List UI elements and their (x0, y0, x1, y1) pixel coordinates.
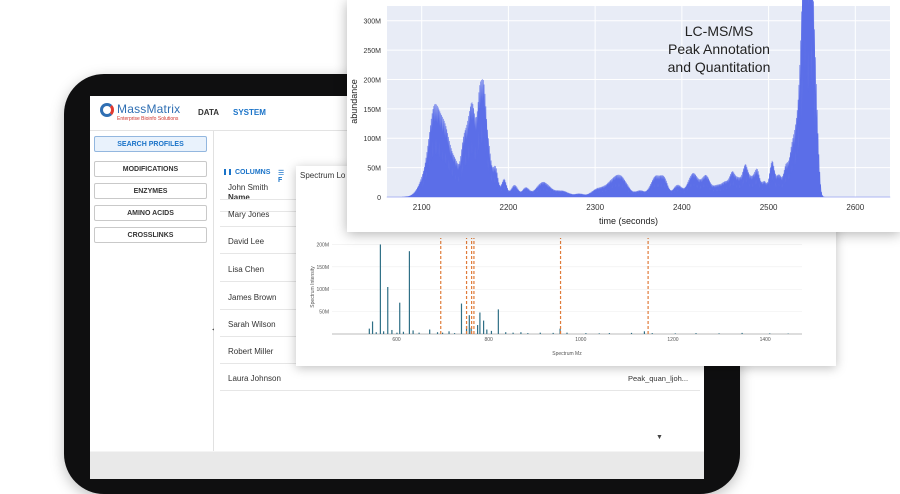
nav-data[interactable]: DATA (198, 108, 220, 117)
spectrum-x-label: Spectrum Mz (552, 351, 582, 357)
lcms-card: 0 50M 100M 150M 200M 250M 300M 2100 2200 2300 2400… (347, 0, 900, 232)
lcms-y-tick: 0 (377, 195, 381, 202)
filter-label: F (278, 177, 283, 184)
grid-row-name[interactable]: Robert Miller (228, 347, 274, 356)
spectrum-x-tick: 800 (484, 337, 493, 343)
spectrum-y-tick: 150M (316, 265, 329, 271)
logo-name: MassMatrix (117, 102, 181, 116)
lcms-x-tick: 2200 (500, 203, 518, 212)
bottom-strip (90, 452, 704, 479)
lcms-series-area (386, 0, 891, 198)
sidebar-item-modifications[interactable]: MODIFICATIONS (94, 161, 207, 177)
lcms-title-line: LC-MS/MS (685, 23, 753, 39)
grid-row-file[interactable]: Peak_quan_ljoh... (628, 374, 689, 383)
lcms-y-tick: 150M (363, 107, 381, 114)
spectrum-y-tick: 200M (316, 242, 329, 248)
grid-row-name[interactable]: Mary Jones (228, 210, 270, 219)
columns-icon (224, 169, 231, 176)
lcms-x-label: time (seconds) (599, 216, 658, 226)
spectrum-x-tick: 1400 (760, 337, 771, 343)
grid-row-name[interactable]: Lisa Chen (228, 265, 265, 274)
filter-button[interactable]: ☰ F (278, 170, 285, 184)
lcms-y-tick: 200M (363, 77, 381, 84)
logo-tagline: Enterprise Bioinfo Solutions (117, 116, 179, 122)
spectrum-x-tick: 600 (392, 337, 401, 343)
spectrum-title: Spectrum Lo (300, 171, 346, 180)
massmatrix-logo[interactable]: MassMatrix Enterprise Bioinfo Solutions (100, 101, 190, 125)
lcms-title: LC-MS/MS Peak Annotation and Quantitation (668, 23, 771, 75)
lcms-x-tick: 2300 (586, 203, 604, 212)
chevron-down-icon[interactable]: ▼ (656, 434, 663, 441)
lcms-y-label: abundance (349, 79, 359, 124)
logo-mark-icon (100, 103, 114, 117)
spectrum-y-tick: 50M (319, 310, 329, 316)
columns-button[interactable]: COLUMNS (235, 169, 271, 176)
grid-toolbar: COLUMNS ☰ F (224, 169, 284, 184)
nav-system[interactable]: SYSTEM (233, 108, 266, 117)
sidebar-item-search-profiles[interactable]: SEARCH PROFILES (94, 136, 207, 152)
lcms-x-tick: 2400 (673, 203, 691, 212)
column-header-name[interactable]: Name (228, 193, 250, 202)
lcms-title-line: Peak Annotation (668, 41, 770, 57)
lcms-y-tick: 300M (363, 19, 381, 26)
grid-row-name[interactable]: Sarah Wilson (228, 320, 276, 329)
row-divider (220, 390, 700, 391)
lcms-chart: 0 50M 100M 150M 200M 250M 300M 2100 2200 2300 2400… (349, 0, 891, 226)
lcms-title-line: and Quantitation (668, 59, 771, 75)
grid-row-name[interactable]: David Lee (228, 237, 265, 246)
lcms-x-tick: 2600 (846, 203, 864, 212)
grid-row-name[interactable]: John Smith (228, 183, 269, 192)
spectrum-x-tick: 1200 (667, 337, 678, 343)
lcms-y-tick: 100M (363, 136, 381, 143)
sidebar-item-crosslinks[interactable]: CROSSLINKS (94, 227, 207, 243)
lcms-x-tick: 2500 (760, 203, 778, 212)
sidebar-item-enzymes[interactable]: ENZYMES (94, 183, 207, 199)
lcms-y-tick: 250M (363, 48, 381, 55)
grid-row-name[interactable]: James Brown (228, 293, 277, 302)
spectrum-y-label: Spectrum Intensity (310, 266, 316, 308)
sidebar: SEARCH PROFILES MODIFICATIONS ENZYMES AM… (90, 131, 214, 451)
spectrum-x-tick: 1000 (575, 337, 586, 343)
spectrum-chart: 50M 100M 150M 200M 600 800 1000 1200 1400 Spectru… (310, 238, 802, 357)
lcms-y-tick: 50M (367, 166, 381, 173)
sidebar-item-amino-acids[interactable]: AMINO ACIDS (94, 205, 207, 221)
grid-row-name[interactable]: Laura Johnson (228, 374, 281, 383)
spectrum-y-tick: 100M (316, 287, 329, 293)
lcms-x-tick: 2100 (413, 203, 431, 212)
